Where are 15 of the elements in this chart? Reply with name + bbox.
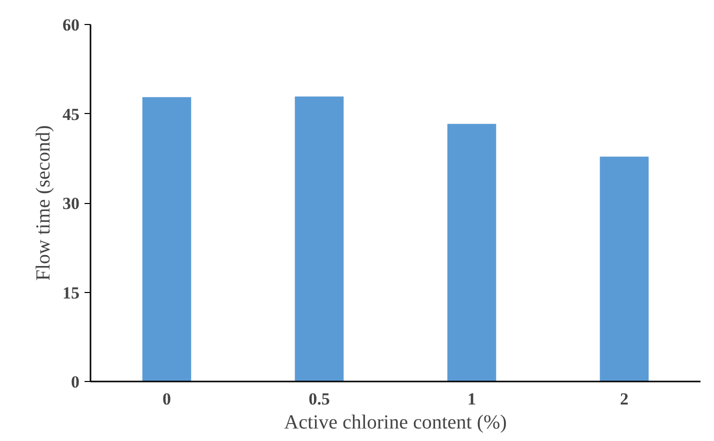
x-tick-label: 1 — [468, 390, 476, 408]
bar — [447, 124, 496, 382]
y-axis-title: Flow time (second) — [32, 125, 54, 281]
x-tick-label: 0 — [162, 390, 171, 408]
x-axis-title: Active chlorine content (%) — [284, 412, 507, 434]
bar — [600, 156, 649, 382]
bar — [142, 97, 192, 382]
bar — [294, 96, 344, 382]
y-tick-label: 60 — [62, 16, 80, 34]
y-tick-label: 0 — [71, 372, 80, 392]
y-tick-label: 30 — [62, 194, 80, 213]
x-tick-label: 0.5 — [308, 390, 330, 408]
y-tick-label: 15 — [62, 283, 80, 302]
x-tick-label: 2 — [620, 390, 628, 408]
y-tick-label: 45 — [62, 104, 80, 124]
